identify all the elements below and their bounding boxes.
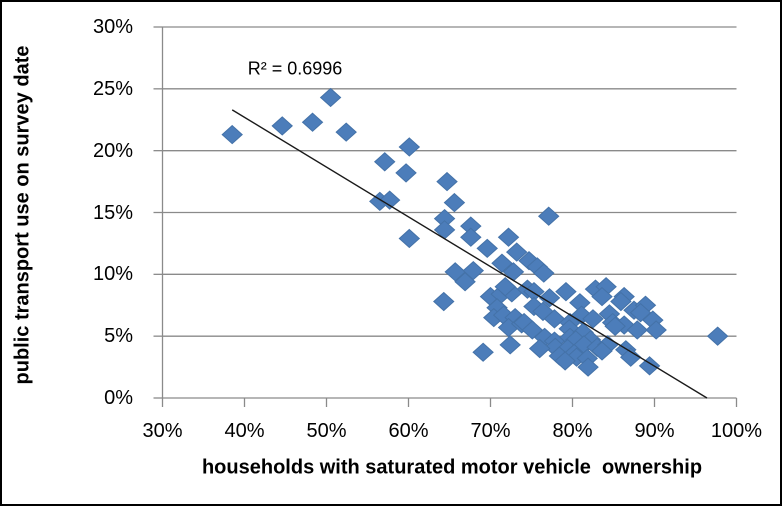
y-tick-label: 10% — [92, 263, 133, 286]
x-tick-label: 40% — [224, 420, 265, 442]
data-point — [454, 272, 476, 292]
x-tick-label: 80% — [552, 420, 593, 442]
data-point — [398, 228, 421, 249]
r-squared-annotation: R² = 0.6996 — [247, 58, 343, 79]
trendline-segment — [231, 109, 708, 399]
data-point — [301, 112, 324, 132]
data-point — [505, 242, 528, 262]
data-point — [472, 342, 494, 362]
data-point — [497, 227, 520, 247]
tick-marks — [153, 26, 738, 407]
data-point — [533, 263, 555, 283]
x-axis-title: households with saturated motor vehicle … — [201, 456, 703, 479]
data-point — [335, 122, 357, 142]
data-point — [476, 238, 498, 259]
data-point — [706, 326, 729, 346]
data-point — [221, 124, 243, 145]
data-point — [433, 220, 456, 240]
data-point — [398, 137, 421, 157]
data-point — [537, 206, 560, 226]
data-point — [591, 341, 613, 361]
x-tick-label: 70% — [470, 420, 511, 442]
data-point — [638, 356, 661, 376]
data-point — [619, 347, 642, 367]
y-tick-label: 5% — [104, 325, 133, 348]
y-tick-label: 20% — [92, 139, 133, 162]
data-point — [528, 338, 551, 359]
data-point — [538, 288, 561, 308]
data-point — [555, 281, 577, 302]
data-point — [443, 192, 466, 213]
data-point — [491, 253, 513, 273]
data-point — [444, 262, 466, 282]
data-point — [271, 116, 293, 136]
data-point — [591, 286, 613, 307]
data-point-markers — [221, 87, 729, 377]
data-point — [494, 277, 517, 297]
x-tick-label: 60% — [388, 420, 429, 442]
data-point — [626, 320, 649, 340]
data-point — [554, 351, 576, 371]
y-tick-label: 15% — [92, 201, 133, 224]
x-tick-label: 30% — [142, 420, 183, 442]
trendline — [231, 109, 708, 399]
gridlines — [162, 26, 737, 399]
data-point — [378, 190, 401, 210]
data-point — [395, 163, 417, 183]
data-point — [577, 357, 599, 377]
data-point — [543, 309, 566, 329]
x-tick-label: 90% — [634, 420, 675, 442]
data-point — [499, 335, 521, 355]
data-point — [433, 291, 455, 312]
data-point — [604, 316, 626, 336]
data-point — [610, 291, 632, 312]
y-tick-label: 25% — [92, 77, 133, 100]
data-point — [436, 171, 458, 192]
data-point — [523, 296, 545, 317]
data-point — [373, 152, 396, 172]
data-point — [645, 320, 667, 340]
y-axis-title: public transport use on survey date — [11, 45, 34, 385]
y-tick-label: 30% — [92, 16, 133, 38]
data-point — [582, 309, 604, 329]
data-point — [319, 87, 342, 108]
data-point — [460, 227, 482, 247]
x-tick-label: 100% — [710, 420, 763, 442]
x-tick-label: 50% — [306, 420, 347, 442]
y-tick-label: 0% — [104, 387, 133, 409]
